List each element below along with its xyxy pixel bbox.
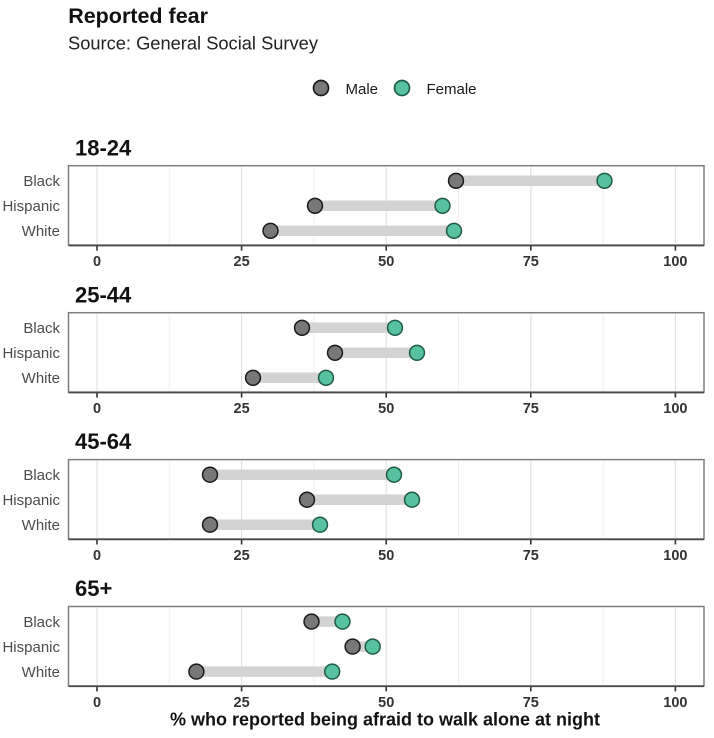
- svg-text:100: 100: [663, 695, 687, 711]
- svg-text:100: 100: [663, 548, 687, 564]
- svg-text:White: White: [22, 517, 60, 534]
- svg-text:0: 0: [93, 548, 101, 564]
- svg-text:18-24: 18-24: [75, 135, 132, 160]
- svg-text:Black: Black: [23, 320, 60, 337]
- svg-text:25-44: 25-44: [75, 282, 132, 307]
- svg-text:Black: Black: [23, 467, 60, 484]
- svg-text:Reported fear: Reported fear: [68, 4, 208, 28]
- svg-text:25: 25: [234, 254, 250, 270]
- svg-text:0: 0: [93, 695, 101, 711]
- svg-text:65+: 65+: [75, 576, 112, 601]
- svg-text:100: 100: [663, 254, 687, 270]
- svg-text:50: 50: [378, 695, 394, 711]
- svg-text:White: White: [22, 223, 60, 240]
- svg-text:50: 50: [378, 401, 394, 417]
- svg-text:Hispanic: Hispanic: [2, 345, 60, 362]
- svg-text:Female: Female: [427, 81, 477, 98]
- svg-text:Source: General Social Survey: Source: General Social Survey: [68, 33, 319, 54]
- svg-text:Hispanic: Hispanic: [2, 198, 60, 215]
- svg-text:75: 75: [523, 254, 539, 270]
- svg-text:Male: Male: [346, 81, 379, 98]
- svg-text:75: 75: [523, 401, 539, 417]
- svg-text:0: 0: [93, 401, 101, 417]
- svg-text:100: 100: [663, 401, 687, 417]
- svg-text:0: 0: [93, 254, 101, 270]
- svg-text:Hispanic: Hispanic: [2, 639, 60, 656]
- svg-text:50: 50: [378, 254, 394, 270]
- svg-text:25: 25: [234, 695, 250, 711]
- svg-text:Black: Black: [23, 614, 60, 631]
- svg-text:% who reported being afraid to: % who reported being afraid to walk alon…: [170, 709, 600, 729]
- svg-text:25: 25: [234, 401, 250, 417]
- svg-text:45-64: 45-64: [75, 429, 132, 454]
- svg-text:25: 25: [234, 548, 250, 564]
- svg-text:75: 75: [523, 695, 539, 711]
- svg-text:White: White: [22, 370, 60, 387]
- svg-text:75: 75: [523, 548, 539, 564]
- svg-text:White: White: [22, 664, 60, 681]
- svg-text:Black: Black: [23, 173, 60, 190]
- svg-text:50: 50: [378, 548, 394, 564]
- svg-text:Hispanic: Hispanic: [2, 492, 60, 509]
